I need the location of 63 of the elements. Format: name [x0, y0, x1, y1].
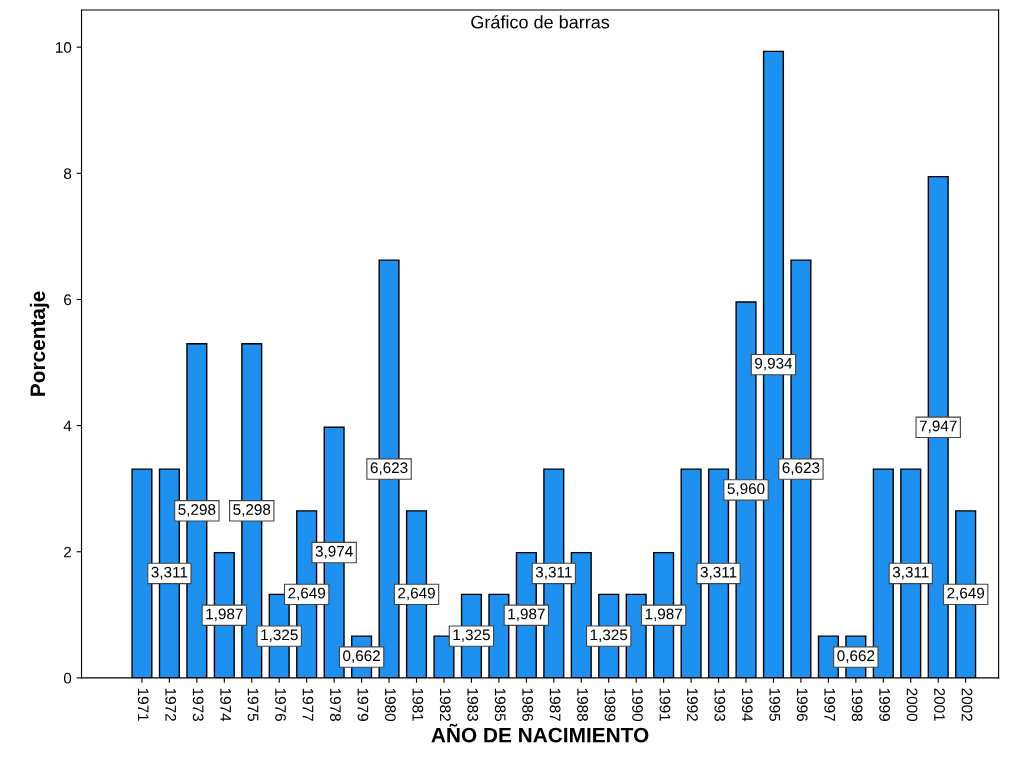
data-label: 6,623	[370, 462, 408, 475]
x-tick-label: 1995	[769, 688, 781, 721]
x-tick-label: 2002	[961, 688, 973, 721]
x-tick-label: 1985	[494, 688, 506, 721]
x-tick-label: 1974	[220, 688, 232, 722]
x-tick-label: 1991	[659, 688, 671, 721]
y-axis-title: Porcentaje	[29, 291, 50, 396]
y-tick-label: 4	[63, 420, 72, 432]
data-label: 1,987	[206, 608, 243, 622]
x-tick-label: 1978	[330, 688, 341, 721]
x-tick-label: 2001	[934, 688, 945, 721]
data-label: 0,662	[343, 650, 380, 663]
x-tick-label: 1981	[412, 688, 424, 721]
data-label: 0,662	[837, 650, 875, 663]
data-label: 3,311	[151, 566, 188, 580]
data-label: 1,987	[645, 608, 682, 622]
data-label: 2,649	[947, 587, 985, 601]
chart-title: Gráfico de barras	[471, 15, 610, 29]
x-tick-label: 1982	[439, 688, 451, 721]
x-tick-label: 1999	[879, 688, 891, 721]
x-tick-label: 1989	[604, 688, 616, 721]
x-tick-label: 2000	[906, 688, 918, 722]
data-label: 1,325	[453, 629, 490, 643]
data-label: 1,325	[590, 629, 628, 643]
x-tick-label: 1992	[686, 688, 698, 721]
x-axis-title: AÑO DE NACIMIENTO	[431, 723, 649, 743]
data-label: 1,987	[508, 608, 545, 622]
x-tick-label: 1976	[275, 688, 286, 721]
x-tick-label: 1998	[851, 688, 863, 721]
x-tick-label: 1997	[824, 688, 836, 721]
x-tick-label: 1988	[577, 688, 588, 721]
data-label: 3,311	[535, 566, 572, 580]
data-label: 5,298	[178, 504, 216, 517]
x-tick-label: 1990	[632, 688, 643, 722]
data-label: 6,623	[782, 462, 820, 475]
data-label: 3,974	[315, 545, 353, 559]
x-tick-label: 1993	[714, 688, 726, 721]
data-label: 1,325	[261, 629, 298, 643]
x-tick-label: 1979	[357, 688, 369, 721]
x-tick-label: 1983	[467, 688, 479, 721]
x-tick-label: 1973	[192, 688, 204, 721]
x-tick-label: 1975	[247, 688, 259, 721]
x-tick-label: 1994	[741, 688, 753, 722]
x-tick-label: 1986	[522, 688, 534, 721]
y-tick-label: 10	[55, 42, 72, 53]
x-tick-label: 1972	[165, 688, 177, 721]
data-label: 7,947	[919, 420, 957, 434]
y-tick-label: 0	[63, 672, 72, 684]
x-tick-label: 1977	[302, 688, 314, 721]
data-label: 5,298	[233, 504, 271, 517]
data-label: 3,311	[700, 566, 737, 580]
x-tick-label: 1996	[796, 688, 808, 721]
x-tick-label: 1971	[137, 688, 149, 721]
y-tick-label: 6	[64, 294, 72, 306]
data-label: 9,934	[755, 357, 793, 371]
x-tick-label: 1987	[549, 688, 561, 721]
x-tick-label: 1980	[384, 688, 396, 722]
data-label: 5,960	[727, 483, 765, 496]
y-tick-label: 2	[64, 546, 72, 558]
data-label: 2,649	[398, 587, 435, 601]
data-label: 2,649	[288, 587, 326, 601]
data-label: 3,311	[892, 566, 929, 580]
y-tick-label: 8	[63, 168, 72, 180]
